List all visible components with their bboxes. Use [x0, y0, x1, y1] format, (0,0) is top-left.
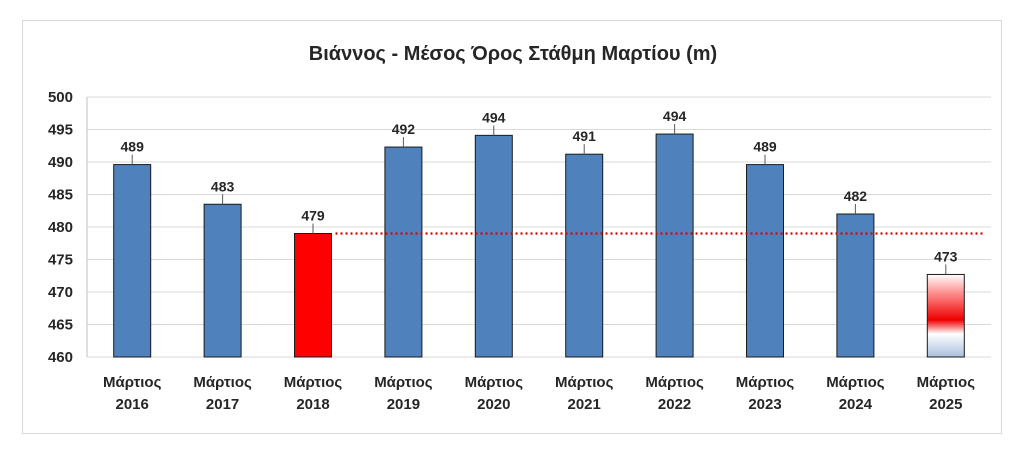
y-tick-label: 460: [48, 349, 73, 366]
bar-2017: [203, 203, 242, 358]
bar-2021: [565, 153, 604, 358]
x-tick-label: Μάρτιος: [736, 374, 795, 391]
chart-frame: Βιάννος - Μέσος Όρος Στάθμη Μαρτίου (m) …: [22, 20, 1002, 434]
y-tick-label: 485: [48, 187, 73, 204]
x-tick-label-year: 2022: [658, 396, 691, 413]
bar-2019: [384, 146, 423, 358]
x-tick-label-year: 2019: [387, 396, 420, 413]
x-tick-label-year: 2024: [839, 396, 873, 413]
bar-2020: [474, 134, 513, 358]
bar-2022: [655, 133, 694, 358]
data-label-2021: 491: [573, 128, 597, 144]
data-label-2018: 479: [301, 208, 325, 224]
y-tick-label: 495: [48, 122, 73, 139]
x-tick-label-year: 2021: [568, 396, 601, 413]
x-tick-label-year: 2017: [206, 396, 239, 413]
x-tick-label-year: 2025: [929, 396, 962, 413]
data-label-2016: 489: [121, 139, 145, 155]
bar-2024: [836, 213, 875, 358]
data-label-2020: 494: [482, 109, 506, 125]
x-tick-label-year: 2018: [296, 396, 329, 413]
chart-title: Βιάννος - Μέσος Όρος Στάθμη Μαρτίου (m): [308, 43, 718, 65]
x-tick-label-year: 2016: [116, 396, 149, 413]
data-label-2024: 482: [844, 188, 868, 204]
data-label-2022: 494: [663, 108, 687, 124]
bar-2023: [746, 164, 784, 358]
bar-chart: 460 465 470 475 480 485 490 495 500 489 Μάρτιος 20…: [48, 89, 991, 413]
x-tick-label: Μάρτιος: [465, 374, 524, 391]
bar-2018: [294, 233, 332, 358]
bar-2016: [113, 164, 152, 358]
y-tick-label: 490: [48, 154, 73, 171]
x-tick-label: Μάρτιος: [555, 374, 614, 391]
y-tick-label: 500: [48, 89, 73, 106]
y-tick-label: 475: [48, 252, 73, 269]
x-tick-label-year: 2020: [477, 396, 510, 413]
y-tick-label: 480: [48, 219, 73, 236]
data-label-2023: 489: [753, 139, 777, 155]
x-tick-label-year: 2023: [748, 396, 781, 413]
data-label-2025: 473: [934, 248, 958, 264]
x-tick-label: Μάρτιος: [374, 374, 433, 391]
x-tick-label: Μάρτιος: [826, 374, 885, 391]
data-label-2017: 483: [211, 178, 235, 194]
x-tick-label: Μάρτιος: [284, 374, 343, 391]
bar-2025: [926, 273, 965, 358]
x-tick-label: Μάρτιος: [917, 374, 976, 391]
x-tick-label: Μάρτιος: [103, 374, 162, 391]
x-tick-label: Μάρτιος: [645, 374, 704, 391]
data-label-2019: 492: [392, 121, 416, 137]
x-tick-label: Μάρτιος: [193, 374, 252, 391]
y-tick-label: 470: [48, 284, 73, 301]
y-tick-label: 465: [48, 317, 73, 334]
